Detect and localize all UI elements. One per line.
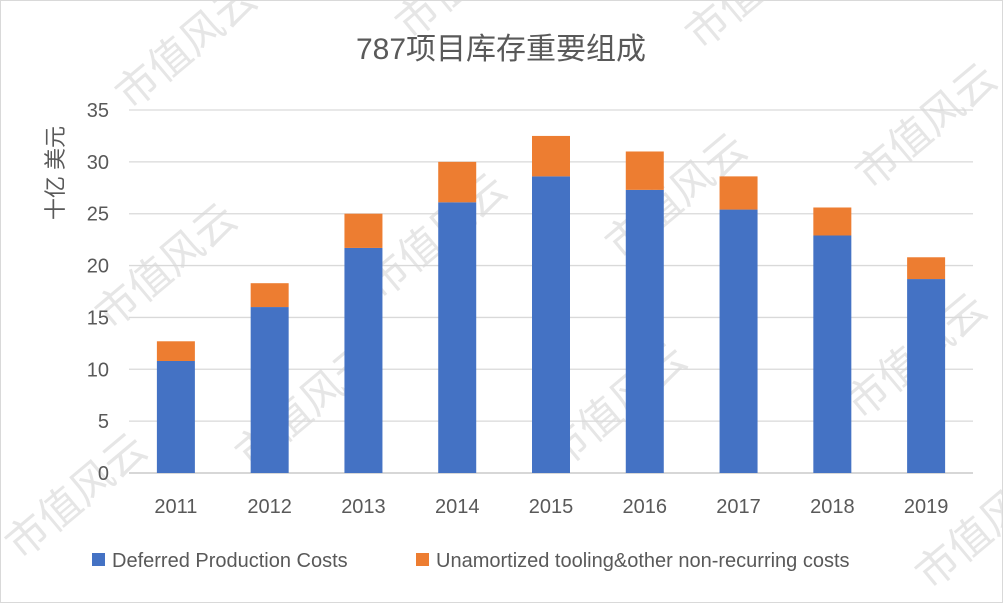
y-tick-label: 10	[87, 359, 109, 381]
watermark-text: 市值风云	[676, 1, 836, 59]
bar-segment	[344, 247, 383, 473]
y-tick-label: 15	[87, 307, 109, 329]
watermark-text: 市值风云	[1, 423, 156, 569]
bar-segment	[719, 209, 758, 473]
y-tick-label: 30	[87, 152, 109, 174]
x-tick-label: 2012	[247, 496, 292, 518]
watermark-text: 市值风云	[906, 453, 1002, 599]
bar-segment	[156, 360, 195, 473]
bars	[156, 135, 946, 474]
y-tick-label: 20	[87, 256, 109, 278]
bar-segment	[907, 279, 946, 473]
bar-segment	[438, 161, 477, 203]
x-tick-label: 2019	[904, 496, 949, 518]
y-axis-label: 十亿 美元	[43, 126, 68, 220]
x-tick-label: 2011	[154, 496, 197, 518]
x-tick-label: 2014	[435, 496, 480, 518]
x-tick-label: 2017	[716, 496, 761, 518]
y-tick-label: 5	[98, 411, 109, 433]
y-tick-label: 25	[87, 204, 109, 226]
bar-segment	[907, 257, 946, 280]
bar-segment	[532, 176, 570, 473]
bar-segment	[813, 235, 852, 473]
bar-segment	[344, 213, 383, 248]
legend-swatch	[92, 553, 105, 566]
legend-label: Unamortized tooling&other non-recurring …	[436, 550, 850, 572]
bar-segment	[625, 151, 664, 190]
x-tick-label: 2016	[623, 496, 668, 518]
y-tick-label: 35	[87, 100, 109, 122]
bar-segment	[532, 135, 570, 177]
bar-segment	[719, 176, 758, 210]
bar-segment	[250, 283, 289, 308]
legend: Deferred Production Costs Unamortized too…	[92, 550, 850, 572]
x-tick-label: 2018	[810, 496, 855, 518]
watermark-text: 市值风云	[846, 53, 1002, 199]
bar-segment	[250, 307, 289, 473]
x-axis-ticks: 2011 2012 2013 2014 2015 2016 2017 2018 2019	[154, 496, 948, 518]
y-tick-label: 0	[98, 463, 109, 485]
watermark-text: 市值风云	[106, 1, 266, 119]
bar-segment	[438, 202, 477, 473]
y-axis-ticks: 0 5 10 15 20 25 30 35	[87, 100, 109, 485]
x-tick-label: 2015	[529, 496, 574, 518]
bar-segment	[625, 189, 664, 474]
x-tick-label: 2013	[341, 496, 386, 518]
legend-swatch	[416, 553, 429, 566]
legend-label: Deferred Production Costs	[112, 550, 348, 572]
bar-segment	[813, 207, 852, 236]
chart-title: 787项目库存重要组成	[356, 33, 646, 66]
bar-segment	[156, 341, 195, 361]
